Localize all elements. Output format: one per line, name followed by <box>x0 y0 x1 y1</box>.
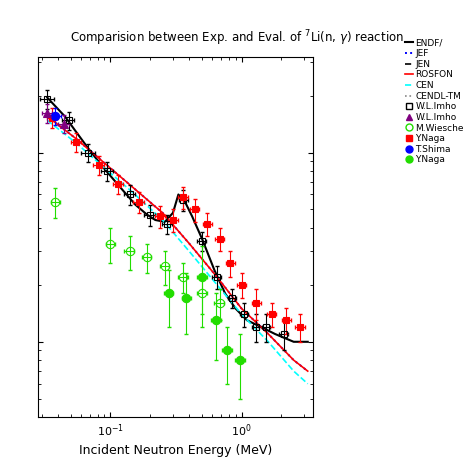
Text: Comparision between Exp. and Eval. of $^7$Li(n, $\gamma$) reaction: Comparision between Exp. and Eval. of $^… <box>70 28 404 48</box>
Legend: ENDF/, JEF, JEN, ROSFON, CEN, CENDL-TM, W.L.Imho, W.L.Imho, M.Wiesche, Y.Naga, T: ENDF/, JEF, JEN, ROSFON, CEN, CENDL-TM, … <box>404 38 465 165</box>
X-axis label: Incident Neutron Energy (MeV): Incident Neutron Energy (MeV) <box>79 444 272 457</box>
